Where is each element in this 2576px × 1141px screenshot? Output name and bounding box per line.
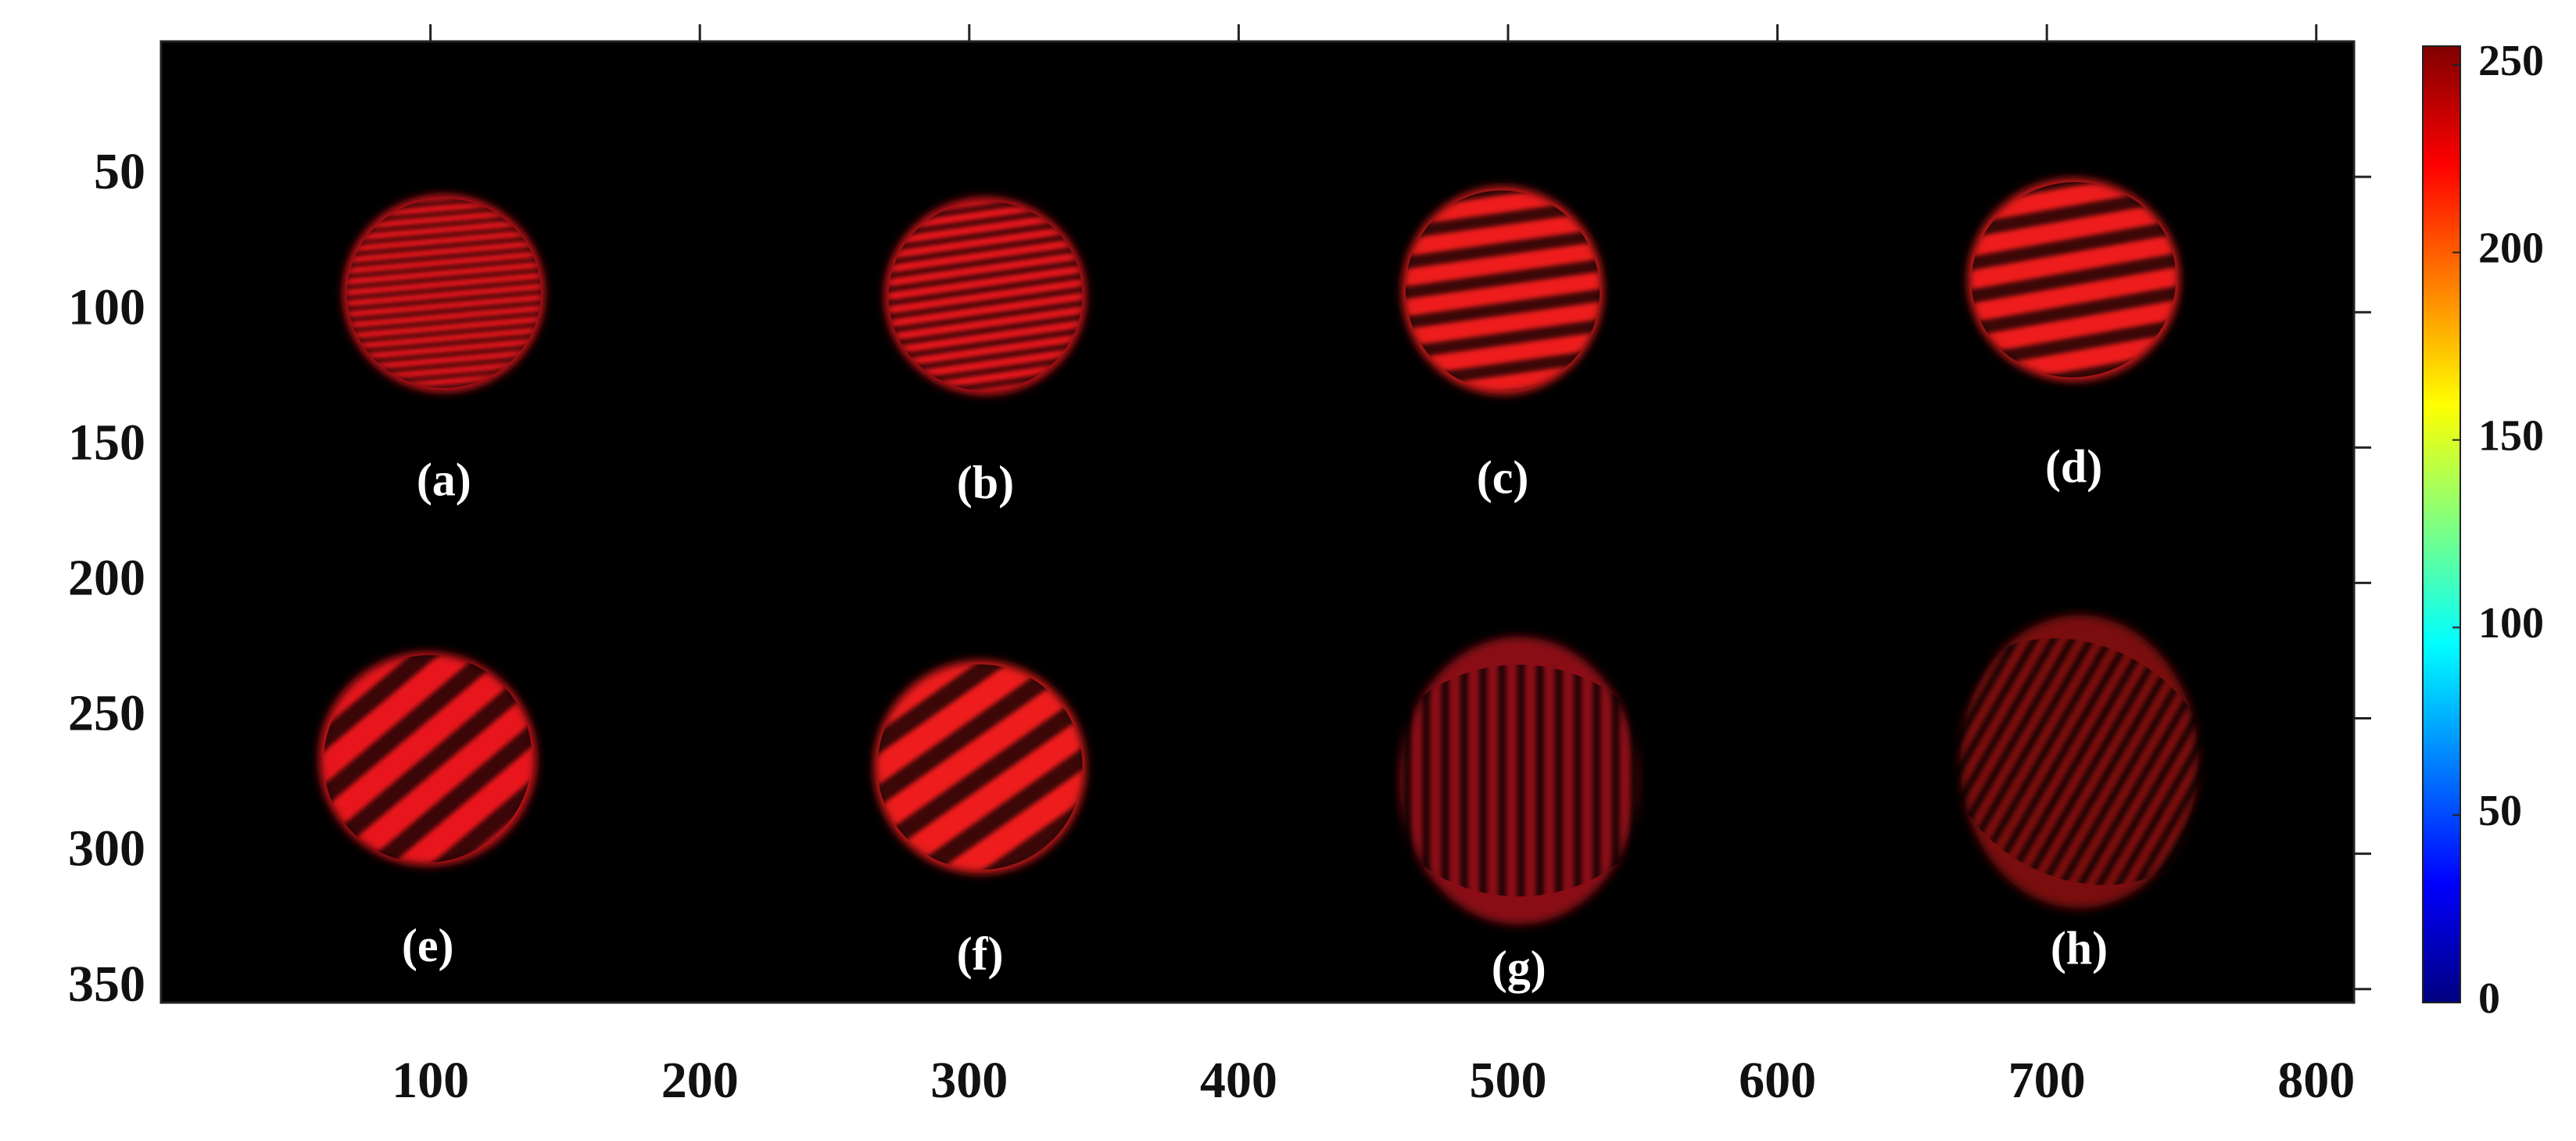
spot-label: (a) <box>417 454 471 506</box>
x-tick-label: 500 <box>1469 1052 1546 1109</box>
y-tick-label: 300 <box>68 820 145 877</box>
x-tick-label: 100 <box>392 1052 469 1109</box>
x-tick-label: 200 <box>661 1052 739 1109</box>
fringe-dark <box>2072 625 2262 934</box>
colorbar-tick-label: 150 <box>2478 411 2544 460</box>
spot-label: (h) <box>2051 923 2108 974</box>
spot-glow <box>343 195 544 392</box>
spot-label: (g) <box>1492 942 1546 993</box>
spot-label: (f) <box>957 928 1004 980</box>
fringe-dark <box>1897 589 2083 896</box>
y-tick-label: 200 <box>68 550 145 607</box>
colorbar-tick-label: 250 <box>2478 37 2544 85</box>
fringes <box>1384 664 1658 897</box>
colorbar-tick-label: 0 <box>2478 974 2500 1023</box>
y-tick-label: 250 <box>68 685 145 742</box>
x-tick-label: 700 <box>2008 1052 2086 1109</box>
spot-label: (d) <box>2045 440 2102 492</box>
plot-frame <box>159 40 2356 1004</box>
spot <box>1384 637 1658 925</box>
x-tick-label: 300 <box>930 1052 1008 1109</box>
x-tick-label: 600 <box>1739 1052 1816 1109</box>
spot-label: (c) <box>1477 451 1529 503</box>
y-tick-label: 150 <box>68 414 145 471</box>
colorbar-tick-label: 200 <box>2478 224 2544 273</box>
colorbar-tick-label: 100 <box>2478 599 2544 648</box>
y-tick-label: 50 <box>94 143 145 200</box>
y-tick-label: 350 <box>68 956 145 1013</box>
spot-label: (e) <box>402 920 454 971</box>
y-tick-label: 100 <box>68 278 145 335</box>
spot-label: (b) <box>957 457 1014 508</box>
colorbar-tick-label: 50 <box>2478 787 2522 835</box>
colorbar <box>2422 45 2461 1003</box>
x-tick-label: 400 <box>1200 1052 1277 1109</box>
spot-glow <box>885 198 1086 394</box>
x-tick-label: 800 <box>2277 1052 2355 1109</box>
